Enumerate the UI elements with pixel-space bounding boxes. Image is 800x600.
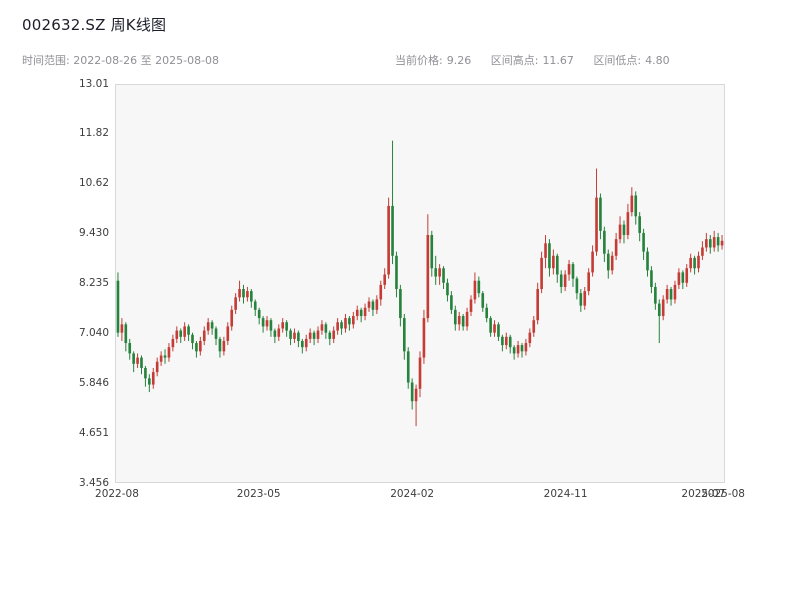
y-axis-tick-label: 13.01 <box>78 77 109 90</box>
y-axis-tick-label: 5.846 <box>78 376 109 389</box>
y-axis-tick-label: 9.430 <box>78 227 109 239</box>
y-axis-tick-label: 10.62 <box>78 177 109 190</box>
x-axis-tick-label: 2022-08 <box>95 488 139 500</box>
stats-row: 当前价格: 9.26 区间高点: 11.67 区间低点: 4.80 <box>395 52 686 68</box>
range-low-value: 4.80 <box>645 54 670 67</box>
current-price-value: 9.26 <box>446 54 472 67</box>
x-axis-tick-label: 2024-11 <box>543 488 588 500</box>
range-high-value: 11.67 <box>542 54 574 67</box>
page-title: 002632.SZ 周K线图 <box>22 16 167 34</box>
x-axis-tick-label: 2025-08 <box>701 488 745 500</box>
y-axis-tick-label: 8.235 <box>78 276 109 289</box>
candlestick-svg <box>116 140 724 427</box>
subtitle-row: 时间范围: 2022-08-26 至 2025-08-08 当前价格: 9.26 … <box>0 52 800 68</box>
y-axis-tick-label: 11.82 <box>78 127 109 140</box>
plot-area <box>115 84 725 483</box>
y-axis-tick-label: 7.040 <box>78 326 109 339</box>
y-axis-tick-label: 3.456 <box>78 476 109 489</box>
time-range-label: 时间范围: 2022-08-26 至 2025-08-08 <box>22 54 220 67</box>
x-axis-tick-label: 2023-05 <box>236 488 281 500</box>
y-axis-tick-label: 4.651 <box>78 426 109 439</box>
range-low-label: 区间低点: <box>593 54 642 67</box>
current-price-label: 当前价格: <box>395 54 443 67</box>
x-axis-tick-label: 2024-02 <box>390 488 435 500</box>
range-high-label: 区间高点: <box>490 54 539 67</box>
x-axis-tick-label: 2025-07 <box>681 488 726 500</box>
